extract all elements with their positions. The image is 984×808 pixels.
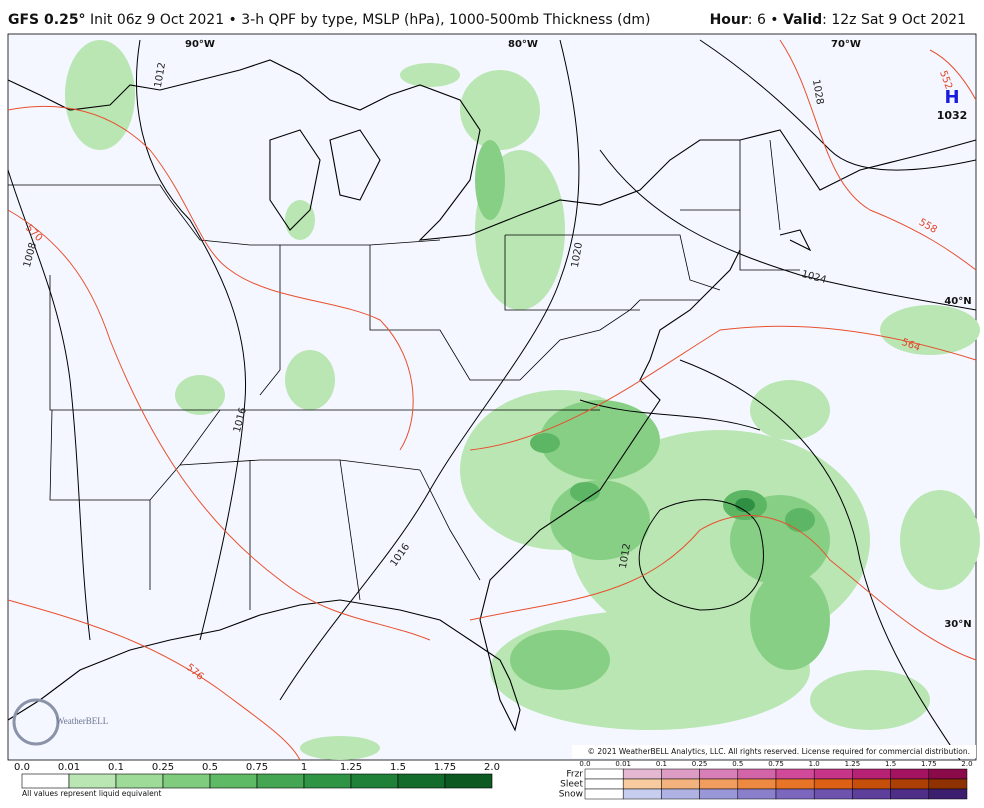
ptype-swatch: [584, 768, 624, 780]
ptype-swatch: [584, 788, 624, 800]
ptype-swatch: [813, 768, 853, 780]
qpf-swatch: [209, 773, 258, 789]
ptype-swatch: [661, 768, 700, 780]
ptype-tick-label: 1.0: [809, 760, 820, 768]
high-pressure: 1032: [937, 109, 968, 122]
ptype-row-label: Sleet: [560, 780, 583, 790]
ptype-swatch: [622, 788, 662, 800]
qpf-tick-label: 0.75: [246, 762, 268, 773]
hour-value: : 6 •: [748, 12, 779, 28]
ptype-legend: 0.0 0.01 0.1 0.25 0.5 0.75 1.0 1.25 1.5 1.75 2.0 Fr…: [559, 760, 973, 800]
borders: [8, 139, 800, 610]
ptype-tick-label: 2.0: [961, 760, 972, 768]
ptype-swatch: [928, 778, 968, 790]
ptype-swatch: [852, 788, 891, 800]
ptype-swatch: [775, 788, 815, 800]
qpf-tick-label: 0.5: [202, 762, 218, 773]
ptype-row-label: Frzr: [566, 770, 583, 780]
isobar-label: 1020: [570, 242, 585, 269]
ptype-swatch: [890, 788, 930, 800]
latitude-label: 30°N: [944, 619, 971, 630]
title: Init 06z 9 Oct 2021 • 3-h QPF by type, M…: [90, 12, 651, 28]
qpf-tick-label: 1: [301, 762, 307, 773]
isobar-label: 1028: [810, 79, 825, 106]
ptype-swatch: [928, 768, 968, 780]
valid-label: Valid: [783, 12, 822, 28]
ptype-swatch: [775, 778, 815, 790]
ptype-row-label: Snow: [559, 790, 583, 800]
qpf-swatch: [115, 773, 164, 789]
qpf-swatch: [256, 773, 305, 789]
ptype-swatch: [890, 768, 930, 780]
logo-mark: [12, 698, 60, 746]
ptype-tick-label: 0.75: [768, 760, 784, 768]
ptype-tick-label: 0.25: [692, 760, 708, 768]
ptype-swatch: [622, 778, 662, 790]
qpf-tick-label: 0.0: [14, 762, 30, 773]
high-symbol: H: [944, 87, 959, 108]
ptype-tick-label: 0.5: [732, 760, 743, 768]
qpf-swatch: [350, 773, 399, 789]
ptype-swatch: [661, 778, 700, 790]
isobars: [7, 39, 977, 761]
qpf-swatch: [21, 773, 70, 789]
coastlines: [7, 59, 977, 732]
ptype-swatch: [737, 768, 777, 780]
model: GFS 0.25°: [8, 12, 86, 28]
header-title: GFS 0.25° Init 06z 9 Oct 2021 • 3-h QPF …: [8, 12, 651, 28]
qpf-swatch: [68, 773, 117, 789]
ptype-swatch: [890, 778, 930, 790]
hour-label: Hour: [710, 12, 748, 28]
copyright-bg: [572, 745, 976, 758]
longitude-label: 90°W: [185, 39, 215, 50]
longitude-label: 80°W: [508, 39, 538, 50]
qpf-tick-label: 1.75: [434, 762, 456, 773]
isobar-label: 1012: [618, 543, 633, 570]
copyright: © 2021 WeatherBELL Analytics, LLC. All r…: [588, 747, 970, 756]
ptype-tick-label: 1.5: [885, 760, 896, 768]
ptype-swatch: [813, 788, 853, 800]
legend-note: All values represent liquid equivalent: [22, 789, 161, 798]
ptype-swatch: [622, 768, 662, 780]
ptype-swatch: [661, 788, 700, 800]
ptype-swatch: [813, 778, 853, 790]
thickness: [7, 39, 977, 761]
qpf-tick-label: 0.1: [108, 762, 124, 773]
isobar-label: 1012: [153, 62, 168, 89]
longitude-label: 70°W: [831, 39, 861, 50]
ptype-tick-label: 1.75: [921, 760, 937, 768]
qpf-tick-label: 1.5: [390, 762, 406, 773]
ptype-swatch: [852, 778, 891, 790]
qpf-tick-label: 1.25: [340, 762, 362, 773]
qpf-tick-label: 2.0: [484, 762, 500, 773]
ptype-tick-label: 0.0: [579, 760, 590, 768]
ptype-swatch: [699, 768, 739, 780]
qpf-swatch: [162, 773, 211, 789]
ptype-swatch: [775, 768, 815, 780]
ptype-swatch: [737, 788, 777, 800]
ptype-swatch: [584, 778, 624, 790]
valid-value: : 12z Sat 9 Oct 2021: [822, 12, 966, 28]
ptype-swatch: [928, 788, 968, 800]
ptype-tick-label: 0.01: [615, 760, 631, 768]
qpf-tick-label: 0.01: [58, 762, 80, 773]
ptype-swatch: [852, 768, 891, 780]
qpf-tick-label: 0.25: [152, 762, 174, 773]
qpf-swatch: [303, 773, 352, 789]
latitude-label: 40°N: [944, 296, 971, 307]
qpf-swatch: [397, 773, 446, 789]
logo: WeatherBELL: [56, 716, 108, 726]
ptype-tick-label: 0.1: [656, 760, 667, 768]
ptype-swatch: [737, 778, 777, 790]
ptype-tick-label: 1.25: [845, 760, 861, 768]
qpf-swatch: [444, 773, 493, 789]
map: 90°W 80°W 70°W 40°N 30°N 1012 1008 1016 …: [7, 33, 980, 761]
ptype-swatch: [699, 788, 739, 800]
qpf-legend: 0.0 0.01 0.1 0.25 0.5 0.75 1 1.25 1.5 1.75 2.0: [14, 762, 500, 789]
ptype-swatch: [699, 778, 739, 790]
header-valid: Hour: 6 • Valid: 12z Sat 9 Oct 2021: [710, 12, 966, 28]
